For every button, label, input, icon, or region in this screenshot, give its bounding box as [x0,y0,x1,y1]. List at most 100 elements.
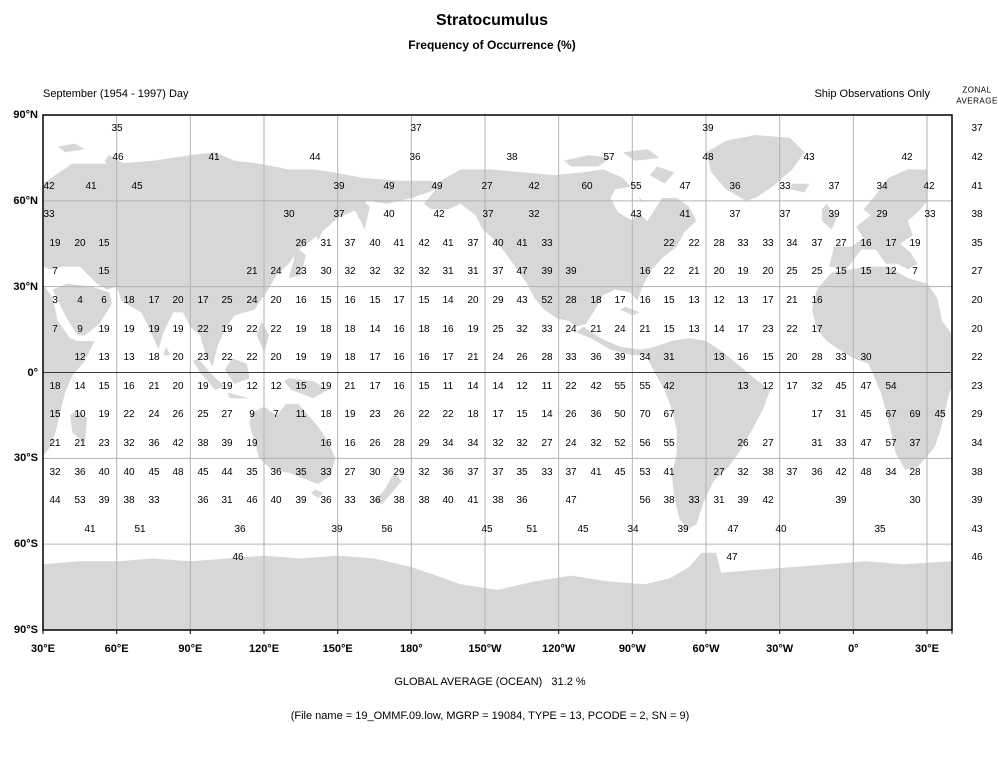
grid-value: 15 [98,238,110,249]
grid-value: 39 [677,524,689,535]
grid-value: 53 [639,467,651,478]
lon-axis-label: 0° [848,643,859,655]
grid-value: 44 [49,495,61,506]
grid-value: 15 [98,266,110,277]
grid-value: 28 [393,438,405,449]
zonal-average-value: 20 [971,324,983,335]
lon-axis-label: 150°E [322,643,353,655]
grid-value: 19 [295,352,307,363]
grid-value: 22 [565,381,577,392]
grid-value: 7 [912,266,918,277]
grid-value: 53 [74,495,86,506]
grid-value: 16 [123,381,135,392]
grid-value: 41 [208,152,220,163]
grid-value: 46 [246,495,258,506]
grid-value: 20 [270,352,282,363]
grid-value: 52 [541,295,553,306]
grid-value: 18 [467,409,479,420]
landmass [789,183,810,193]
grid-value: 25 [492,324,504,335]
grid-value: 22 [123,409,135,420]
grid-value: 19 [148,324,160,335]
grid-value: 47 [860,438,872,449]
grid-value: 41 [84,524,96,535]
grid-value: 45 [197,467,209,478]
grid-value: 9 [77,324,83,335]
lon-axis-label: 30°E [31,643,55,655]
landmass [927,283,952,456]
grid-value: 32 [369,266,381,277]
grid-value: 24 [148,409,160,420]
landmass [249,404,336,485]
zonal-average-value: 27 [971,266,983,277]
lon-axis-label: 90°E [178,643,203,655]
grid-value: 38 [197,438,209,449]
grid-value: 13 [737,295,749,306]
observation-source-label: Ship Observations Only [814,88,930,100]
grid-value: 35 [295,467,307,478]
lon-axis-label: 30°W [766,643,794,655]
grid-value: 22 [270,324,282,335]
grid-value: 20 [786,352,798,363]
landmass [43,152,441,367]
grid-value: 25 [786,266,798,277]
grid-value: 33 [688,495,700,506]
landmass [647,338,771,530]
grid-value: 41 [516,238,528,249]
grid-value: 32 [344,266,356,277]
grid-value: 32 [516,324,528,335]
grid-value: 19 [98,324,110,335]
grid-value: 37 [467,467,479,478]
grid-value: 22 [246,352,258,363]
grid-value: 7 [52,324,58,335]
lon-axis-label: 90°W [618,643,646,655]
grid-value: 39 [702,123,714,134]
grid-value: 26 [369,438,381,449]
grid-value: 33 [344,495,356,506]
grid-value: 34 [627,524,639,535]
grid-value: 32 [393,266,405,277]
grid-value: 38 [492,495,504,506]
landmass [43,552,952,630]
grid-value: 23 [98,438,110,449]
grid-value: 19 [49,238,61,249]
grid-value: 31 [467,266,479,277]
page-title: Stratocumulus [435,12,549,29]
grid-value: 43 [516,295,528,306]
grid-value: 31 [320,238,332,249]
grid-value: 42 [923,181,935,192]
grid-value: 33 [924,209,936,220]
zonal-average-value: 34 [971,438,983,449]
grid-value: 37 [828,181,840,192]
grid-value: 27 [713,467,725,478]
lon-axis-label: 60°E [104,643,129,655]
grid-value: 41 [393,238,405,249]
landmass [57,143,85,153]
grid-value: 37 [467,238,479,249]
grid-value: 21 [467,352,479,363]
grid-value: 18 [418,324,430,335]
grid-value: 26 [393,409,405,420]
grid-value: 16 [295,295,307,306]
grid-value: 37 [482,209,494,220]
grid-value: 36 [442,467,454,478]
landmass [576,326,658,356]
grid-value: 40 [383,209,395,220]
landmass [563,155,611,167]
grid-value: 13 [737,381,749,392]
grid-value: 36 [590,352,602,363]
grid-value: 19 [320,381,332,392]
grid-value: 67 [885,409,897,420]
landmass [52,283,112,336]
grid-value: 33 [779,181,791,192]
grid-value: 56 [381,524,393,535]
grid-value: 32 [516,438,528,449]
grid-value: 57 [603,152,615,163]
grid-value: 48 [702,152,714,163]
grid-value: 15 [49,409,61,420]
grid-value: 45 [131,181,143,192]
grid-value: 22 [221,352,233,363]
grid-value: 37 [492,467,504,478]
grid-value: 36 [320,495,332,506]
grid-value: 22 [442,409,454,420]
